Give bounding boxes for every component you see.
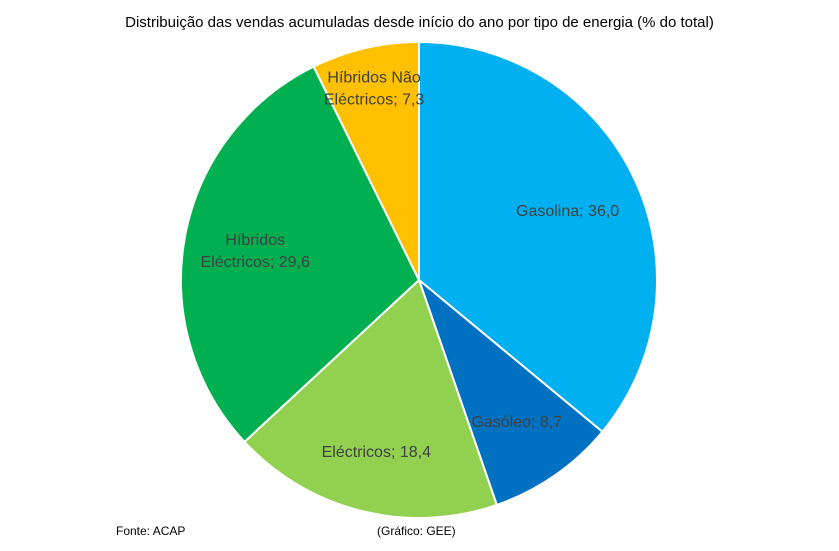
slice-label-1: Gasóleo; 8,7 [471, 414, 562, 431]
chart-title: Distribuição das vendas acumuladas desde… [125, 14, 714, 31]
pie-slice-4 [312, 40, 420, 281]
slice-label-3: Híbridos Eléctricos; 29,6 [201, 232, 310, 271]
pie-slice-0 [418, 40, 658, 434]
slice-label-2: Eléctricos; 18,4 [322, 444, 431, 461]
credit-note: (Gráfico: GEE) [377, 524, 456, 538]
source-note: Fonte: ACAP [116, 524, 186, 538]
slice-label-4: Híbridos Não Eléctricos; 7,3 [324, 70, 425, 109]
pie-slice-1 [416, 276, 604, 507]
slice-label-0: Gasolina; 36,0 [516, 203, 619, 220]
pie-slice-2 [243, 278, 499, 519]
